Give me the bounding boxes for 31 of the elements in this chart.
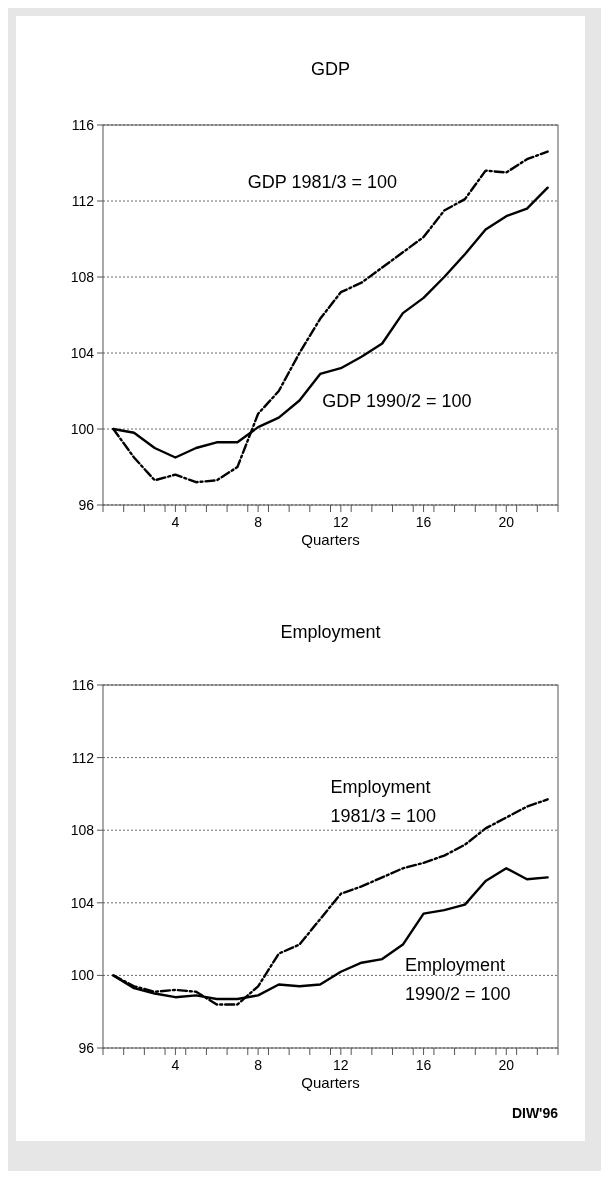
- x-tick-label: 8: [254, 514, 263, 530]
- x-axis-title: Quarters: [301, 1074, 360, 1091]
- x-tick-label: 12: [333, 1057, 349, 1073]
- y-tick-label: 96: [78, 496, 95, 513]
- y-tick-label: 112: [71, 749, 95, 766]
- text: DIW'96: [511, 1105, 559, 1121]
- x-tick-label: 4: [171, 1057, 180, 1073]
- y-tick-label: 104: [70, 344, 95, 361]
- x-tick-label: 20: [498, 1057, 515, 1073]
- series-label: Employment 1981/3 = 100: [330, 776, 437, 826]
- x-tick-label: 16: [415, 514, 432, 530]
- series-label: GDP 1990/2 = 100: [322, 390, 472, 411]
- y-tick-label: 100: [70, 967, 95, 984]
- chart-title: GDP: [310, 59, 351, 79]
- x-axis-title: Quarters: [301, 531, 360, 548]
- y-tick-label: 96: [78, 1039, 95, 1056]
- y-tick-label: 108: [70, 822, 95, 839]
- x-tick-label: 16: [415, 1057, 432, 1073]
- y-tick-label: 116: [71, 116, 95, 133]
- y-tick-label: 116: [71, 676, 95, 693]
- x-tick-label: 8: [254, 1057, 263, 1073]
- chart-title: Employment: [280, 622, 381, 642]
- x-tick-label: 12: [333, 514, 349, 530]
- y-tick-label: 112: [71, 192, 95, 209]
- y-tick-label: 108: [70, 268, 95, 285]
- y-tick-label: 104: [70, 894, 95, 911]
- x-tick-label: 4: [171, 514, 180, 530]
- series-label: Employment 1990/2 = 100: [404, 954, 511, 1004]
- text: GDP 1981/3 = 100: [247, 172, 398, 193]
- y-tick-label: 100: [70, 420, 95, 437]
- x-tick-label: 20: [498, 514, 515, 530]
